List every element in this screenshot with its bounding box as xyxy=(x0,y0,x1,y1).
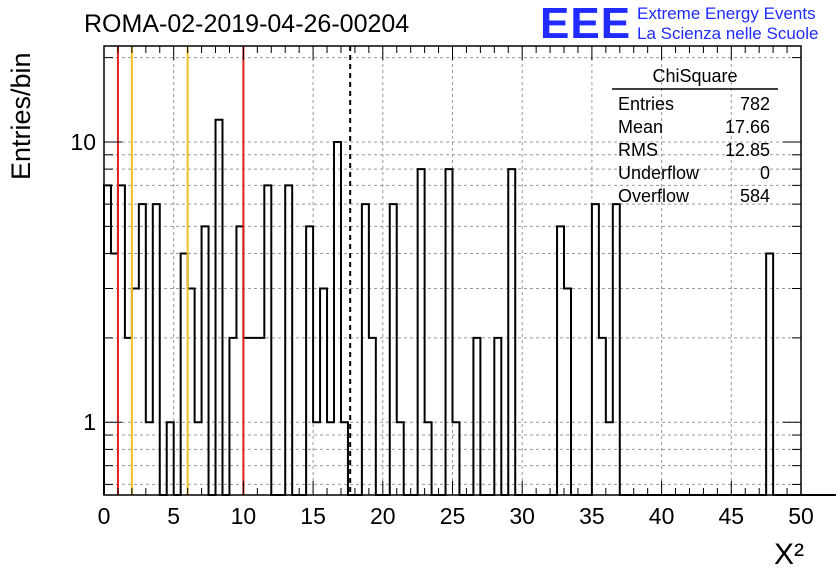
x-tick-label: 5 xyxy=(167,503,180,529)
histogram-bin xyxy=(557,226,564,495)
histogram-bin xyxy=(243,338,250,495)
histogram-bin xyxy=(111,253,118,495)
histogram-bin xyxy=(118,185,125,495)
histogram-bin xyxy=(250,338,257,495)
histogram-bin xyxy=(181,253,188,495)
stat-box-label: Underflow xyxy=(618,163,700,183)
histogram-bin xyxy=(195,422,202,495)
histogram-bin xyxy=(167,422,174,495)
histogram-bin xyxy=(369,338,376,495)
y-tick-label: 1 xyxy=(83,409,96,435)
x-tick-label: 0 xyxy=(98,503,111,529)
histogram-bin xyxy=(362,204,369,495)
histogram-bin xyxy=(229,338,236,495)
histogram-bin xyxy=(216,120,223,495)
x-tick-label: 10 xyxy=(231,503,257,529)
stat-box-value: 12.85 xyxy=(725,140,770,160)
histogram-bin xyxy=(327,422,334,495)
logo-mark: EEE xyxy=(540,0,632,48)
x-tick-label: 25 xyxy=(440,503,466,529)
chart-title: ROMA-02-2019-04-26-00204 xyxy=(84,10,410,38)
x-tick-label: 35 xyxy=(579,503,605,529)
x-tick-label: 45 xyxy=(719,503,745,529)
histogram-bin xyxy=(508,169,515,495)
histogram-bin xyxy=(153,204,160,495)
histogram-bin xyxy=(453,422,460,495)
histogram-bin xyxy=(104,185,111,495)
histogram-bin xyxy=(306,226,313,495)
histogram-bin xyxy=(606,422,613,495)
histogram-bin xyxy=(236,226,243,495)
histogram-bin xyxy=(202,226,209,495)
logo-line-1: Extreme Energy Events xyxy=(637,4,816,23)
histogram-bin xyxy=(613,204,620,495)
stat-box-title: ChiSquare xyxy=(652,66,737,86)
x-tick-label: 20 xyxy=(370,503,396,529)
y-axis-label: Entries/bin xyxy=(6,52,36,180)
stat-box-label: Mean xyxy=(618,117,663,137)
histogram-bin xyxy=(599,338,606,495)
histogram-bin xyxy=(494,338,501,495)
histogram-bin xyxy=(766,253,773,495)
histogram-bin xyxy=(592,204,599,495)
stat-box-label: RMS xyxy=(618,140,658,160)
x-tick-label: 30 xyxy=(509,503,535,529)
stat-box-label: Overflow xyxy=(618,186,690,206)
histogram-bin xyxy=(313,422,320,495)
x-tick-label: 40 xyxy=(649,503,675,529)
stat-box-value: 584 xyxy=(740,186,770,206)
histogram-bin xyxy=(425,422,432,495)
histogram-bin xyxy=(390,204,397,495)
stat-box-label: Entries xyxy=(618,94,674,114)
stat-box-value: 782 xyxy=(740,94,770,114)
histogram-bin xyxy=(341,422,348,495)
x-tick-label: 15 xyxy=(300,503,326,529)
eee-logo: EEE Extreme Energy Events La Scienza nel… xyxy=(540,2,832,46)
histogram-bin xyxy=(418,169,425,495)
histogram-bin xyxy=(264,185,271,495)
y-tick-label: 10 xyxy=(70,129,96,155)
logo-line-2: La Scienza nelle Scuole xyxy=(637,24,819,43)
histogram-bin xyxy=(564,289,571,495)
histogram-bin xyxy=(188,289,195,495)
histogram-bin xyxy=(285,185,292,495)
histogram-bin xyxy=(446,169,453,495)
histogram-bin xyxy=(257,338,264,495)
x-tick-label: 50 xyxy=(788,503,814,529)
histogram-bin xyxy=(125,338,132,495)
histogram-bin xyxy=(139,204,146,495)
histogram-bin xyxy=(473,338,480,495)
histogram-bin xyxy=(146,422,153,495)
x-axis-label: X² xyxy=(774,538,804,571)
histogram-bin xyxy=(132,289,139,495)
histogram-bin xyxy=(334,142,341,495)
histogram-series xyxy=(103,118,836,496)
histogram-bin xyxy=(320,289,327,495)
histogram-bin xyxy=(397,422,404,495)
stat-box-value: 0 xyxy=(760,163,770,183)
stat-box-value: 17.66 xyxy=(725,117,770,137)
